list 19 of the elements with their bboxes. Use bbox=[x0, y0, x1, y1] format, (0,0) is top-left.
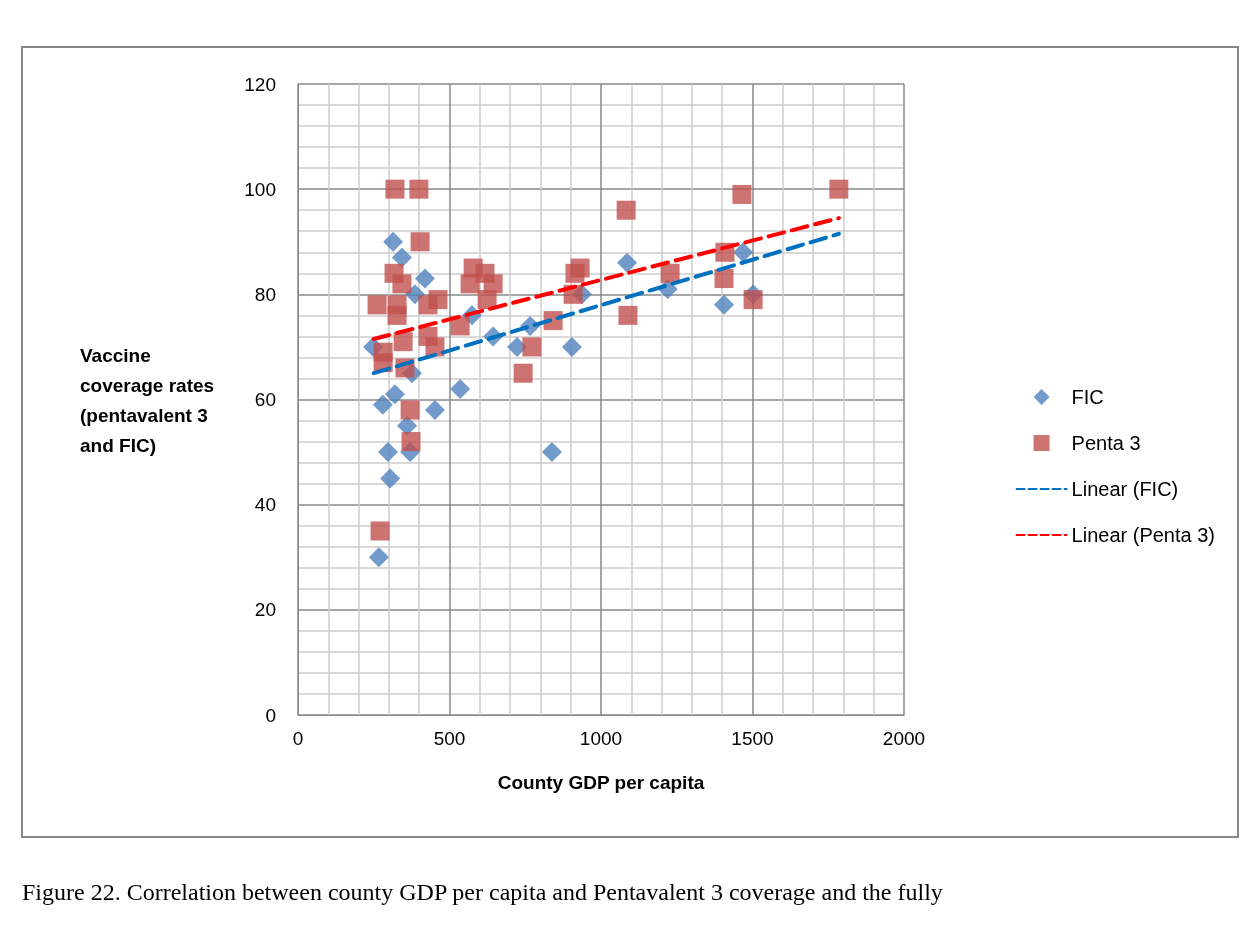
y-tick-label: 80 bbox=[254, 283, 276, 305]
y-tick-label: 60 bbox=[254, 389, 276, 410]
legend-label: FIC bbox=[1071, 386, 1104, 408]
y-tick-label: 20 bbox=[254, 599, 276, 621]
y-tick-label: 120 bbox=[244, 73, 276, 95]
y-axis-title: Vaccine coverage rates (pentavalent 3 and FIC) bbox=[80, 344, 220, 456]
legend-label: Penta 3 bbox=[1071, 432, 1141, 454]
x-tick-label: 1000 bbox=[579, 728, 623, 749]
x-tick-label: 0 bbox=[292, 728, 304, 749]
legend-label: Linear (FIC) bbox=[1071, 478, 1179, 500]
x-axis-title: County GDP per capita bbox=[497, 772, 705, 793]
y-tick-label: 40 bbox=[254, 494, 276, 516]
x-tick-label: 500 bbox=[433, 728, 466, 749]
caption: Figure 22. Correlation between county GDP per capita and Pentavalent 3 coverage and the fully bbox=[22, 879, 943, 905]
x-tick-label: 1500 bbox=[731, 728, 774, 749]
x-tick-label: 2000 bbox=[882, 728, 926, 749]
y-tick-label: 100 bbox=[244, 178, 276, 200]
legend-label: Linear (Penta 3) bbox=[1071, 524, 1215, 546]
y-tick-label: 0 bbox=[265, 704, 276, 726]
